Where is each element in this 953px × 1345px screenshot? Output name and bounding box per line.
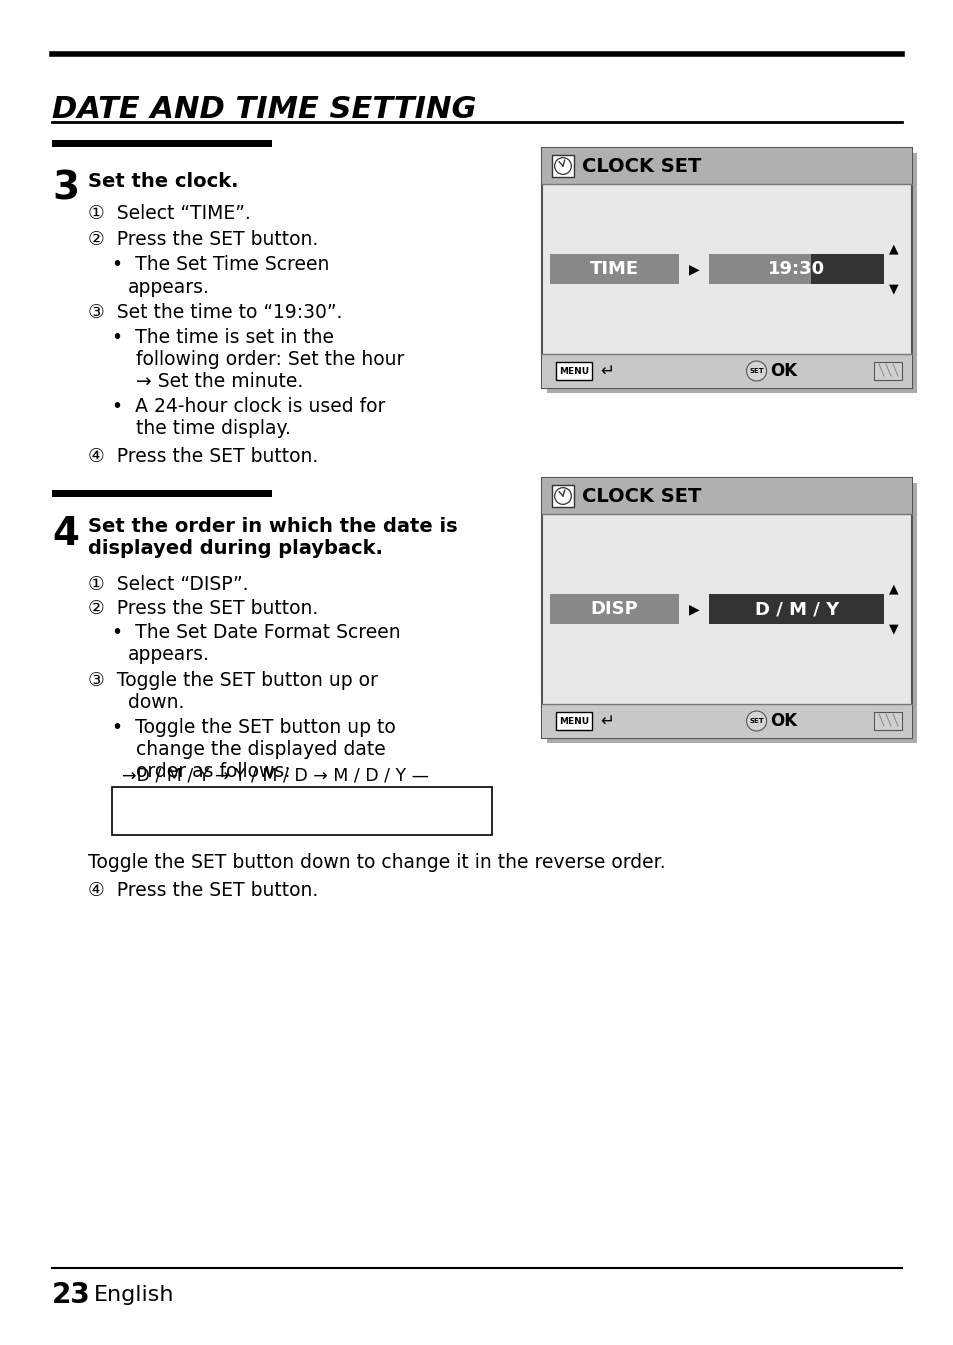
Text: ①  Select “DISP”.: ① Select “DISP”. bbox=[88, 576, 248, 594]
Bar bbox=[112, 787, 492, 835]
Text: ③  Set the time to “19:30”.: ③ Set the time to “19:30”. bbox=[88, 303, 342, 321]
Text: ③  Toggle the SET button up or: ③ Toggle the SET button up or bbox=[88, 671, 377, 690]
Text: English: English bbox=[94, 1284, 174, 1305]
Bar bbox=[541, 354, 911, 387]
Text: Toggle the SET button down to change it in the reverse order.: Toggle the SET button down to change it … bbox=[88, 853, 665, 872]
Bar bbox=[873, 362, 901, 381]
Bar bbox=[541, 477, 911, 738]
Text: ②  Press the SET button.: ② Press the SET button. bbox=[88, 599, 318, 617]
Bar bbox=[552, 155, 574, 178]
Text: ①  Select “TIME”.: ① Select “TIME”. bbox=[88, 204, 251, 223]
Text: 3: 3 bbox=[52, 169, 79, 208]
Bar bbox=[541, 477, 911, 514]
Text: TIME: TIME bbox=[590, 260, 639, 278]
Bar bbox=[546, 483, 916, 742]
Text: D / M / Y: D / M / Y bbox=[754, 600, 838, 617]
Text: SET: SET bbox=[748, 718, 763, 724]
Text: SET: SET bbox=[748, 369, 763, 374]
Text: 23: 23 bbox=[52, 1280, 91, 1309]
Text: OK: OK bbox=[770, 362, 797, 381]
Text: ▼: ▼ bbox=[888, 282, 898, 296]
Text: ↵: ↵ bbox=[599, 712, 613, 730]
Text: •  The Set Time Screen: • The Set Time Screen bbox=[112, 256, 329, 274]
Text: ▶: ▶ bbox=[688, 603, 700, 616]
Text: MENU: MENU bbox=[558, 366, 588, 375]
Text: ②  Press the SET button.: ② Press the SET button. bbox=[88, 230, 318, 249]
Text: appears.: appears. bbox=[128, 646, 210, 664]
Text: → Set the minute.: → Set the minute. bbox=[112, 373, 303, 391]
Text: CLOCK SET: CLOCK SET bbox=[581, 487, 700, 506]
Bar bbox=[556, 362, 592, 381]
Bar bbox=[550, 594, 679, 624]
Bar bbox=[541, 148, 911, 387]
Text: •  A 24-hour clock is used for: • A 24-hour clock is used for bbox=[112, 397, 385, 416]
Bar bbox=[541, 703, 911, 738]
Text: •  The Set Date Format Screen: • The Set Date Format Screen bbox=[112, 623, 400, 642]
Text: Set the order in which the date is: Set the order in which the date is bbox=[88, 516, 457, 537]
Bar bbox=[709, 594, 883, 624]
Bar bbox=[556, 712, 592, 730]
Text: ▼: ▼ bbox=[888, 623, 898, 635]
Text: down.: down. bbox=[128, 693, 184, 712]
Bar bbox=[541, 148, 911, 184]
Bar bbox=[546, 153, 916, 393]
Text: appears.: appears. bbox=[128, 278, 210, 297]
Text: displayed during playback.: displayed during playback. bbox=[88, 539, 382, 558]
Text: DISP: DISP bbox=[590, 600, 638, 617]
Text: change the displayed date: change the displayed date bbox=[112, 740, 385, 759]
Text: order as follows:: order as follows: bbox=[112, 763, 291, 781]
Circle shape bbox=[746, 712, 766, 730]
Text: OK: OK bbox=[770, 712, 797, 730]
Text: DATE AND TIME SETTING: DATE AND TIME SETTING bbox=[52, 95, 476, 124]
Text: •  Toggle the SET button up to: • Toggle the SET button up to bbox=[112, 718, 395, 737]
Bar bbox=[52, 140, 272, 147]
Bar bbox=[873, 712, 901, 730]
Text: ▲: ▲ bbox=[888, 582, 898, 596]
Text: ▶: ▶ bbox=[688, 262, 700, 276]
Circle shape bbox=[746, 360, 766, 381]
Text: ▲: ▲ bbox=[888, 242, 898, 256]
Text: •  The time is set in the: • The time is set in the bbox=[112, 328, 334, 347]
Text: ↵: ↵ bbox=[599, 362, 613, 381]
Text: ④  Press the SET button.: ④ Press the SET button. bbox=[88, 447, 318, 465]
Bar bbox=[52, 490, 272, 498]
Text: 4: 4 bbox=[52, 515, 79, 553]
Text: Set the clock.: Set the clock. bbox=[88, 172, 238, 191]
Bar bbox=[810, 254, 883, 284]
Bar bbox=[709, 254, 883, 284]
Text: the time display.: the time display. bbox=[112, 420, 291, 438]
Text: MENU: MENU bbox=[558, 717, 588, 725]
Text: →D / M / Y → Y / M / D → M / D / Y —: →D / M / Y → Y / M / D → M / D / Y — bbox=[122, 767, 429, 785]
Text: ④  Press the SET button.: ④ Press the SET button. bbox=[88, 881, 318, 900]
Text: CLOCK SET: CLOCK SET bbox=[581, 156, 700, 175]
Text: 19:30: 19:30 bbox=[767, 260, 824, 278]
Bar bbox=[552, 486, 574, 507]
Text: following order: Set the hour: following order: Set the hour bbox=[112, 350, 404, 369]
Bar bbox=[550, 254, 679, 284]
